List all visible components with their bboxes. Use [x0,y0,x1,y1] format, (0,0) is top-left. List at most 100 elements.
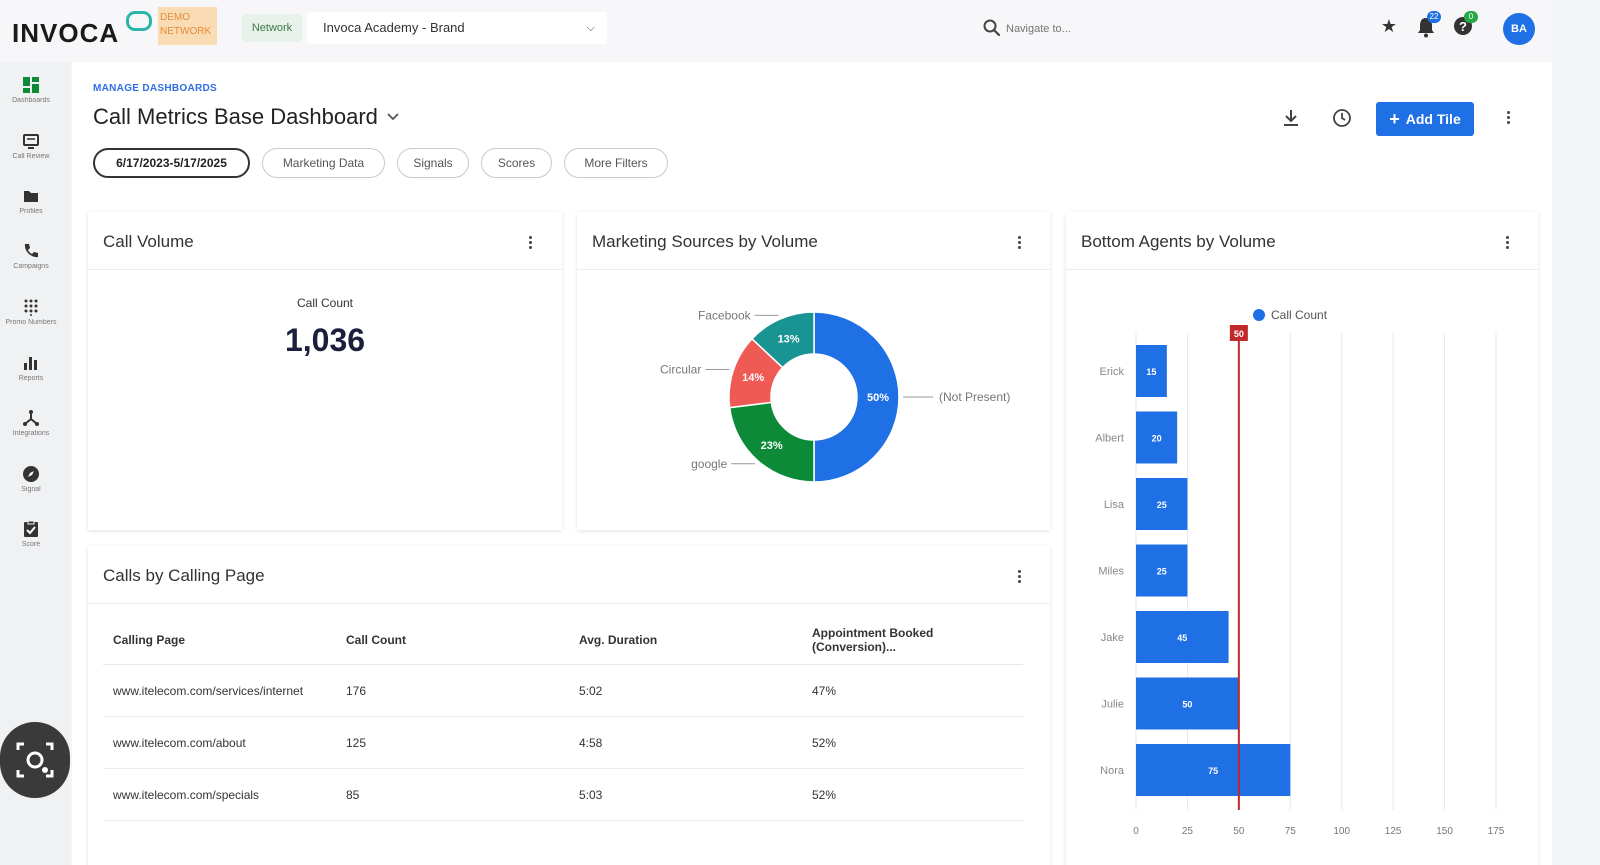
column-header-conversion[interactable]: Appointment Booked (Conversion)... [802,616,1023,665]
bar-erick[interactable] [1136,345,1167,397]
card-divider [88,269,562,270]
cell-conversion: 47% [802,664,1023,717]
donut-category-label: google [691,457,727,471]
cell-avg-duration: 5:02 [569,664,802,717]
filter-more-filters[interactable]: More Filters [564,148,668,178]
network-select[interactable]: Invoca Academy - Brand ⌵ [307,12,607,44]
sidebar-item-label: Score [21,541,41,548]
table-header-row: Calling Page Call Count Avg. Duration Ap… [103,616,1023,665]
x-tick-label: 25 [1182,826,1194,837]
sidebar-item-label: Integrations [12,430,50,437]
card-title: Bottom Agents by Volume [1081,232,1276,251]
table-row[interactable]: www.itelecom.com/about 125 4:58 52% [103,716,1023,769]
donut-slice-not-present[interactable] [813,311,900,483]
sidebar-item-signal[interactable]: Signal [0,465,62,513]
bar-lisa[interactable] [1136,478,1188,530]
marketing-sources-card: Marketing Sources by Volume 50% (Not Pres… [577,212,1050,530]
sidebar-item-campaigns[interactable]: Campaigns [0,242,62,290]
calls-by-page-table: Calling Page Call Count Avg. Duration Ap… [103,616,1023,821]
bar-jake[interactable] [1136,611,1229,663]
y-category-label: Erick [1100,366,1125,378]
reference-line-label: 50 [1234,329,1244,339]
x-tick-label: 75 [1285,826,1297,837]
cell-calling-page: www.itelecom.com/specials [103,768,336,821]
call-volume-card: Call Volume Call Count 1,036 [88,212,562,530]
bottom-agents-bar-chart: 0 25 50 75 100 125 150 175 Call Count 15 Erick 20 Al… [1095,308,1505,837]
download-icon[interactable] [1280,107,1302,129]
cell-avg-duration: 5:03 [569,768,802,821]
dashboard-more-menu-icon[interactable] [1503,109,1513,129]
filter-date-range[interactable]: 6/17/2023-5/17/2025 [93,148,250,178]
sidebar-item-score[interactable]: Score [0,520,62,568]
bar-value-label: 25 [1157,567,1167,577]
navigate-search-input[interactable] [1006,18,1186,40]
sidebar-item-label: Reports [18,375,44,382]
calls-by-page-card: Calls by Calling Page Calling Page Call … [88,546,1050,865]
card-title: Calls by Calling Page [103,566,265,585]
x-tick-label: 100 [1333,826,1350,837]
chevron-down-icon[interactable] [385,108,401,124]
donut-category-label: (Not Present) [939,390,1010,404]
bar-julie[interactable] [1136,677,1239,730]
marketing-sources-donut-chart: 50% (Not Present) 23% google 14% Circular 13% F… [660,308,1010,483]
legend-label: Call Count [1271,308,1328,322]
filter-signals[interactable]: Signals [397,148,469,178]
add-tile-label: Add Tile [1405,111,1461,127]
search-icon[interactable] [982,18,1002,38]
cell-call-count: 85 [336,768,569,821]
sidebar-item-label: Dashboards [12,97,50,104]
bar-chart-icon [24,357,37,370]
breadcrumb[interactable]: MANAGE DASHBOARDS [93,83,217,94]
card-more-menu-icon[interactable] [1014,568,1024,588]
clipboard-check-icon [24,520,38,537]
column-header-calling-page[interactable]: Calling Page [103,616,336,665]
filter-scores[interactable]: Scores [481,148,552,178]
sidebar-item-integrations[interactable]: Integrations [0,409,62,457]
filter-marketing-data[interactable]: Marketing Data [262,148,385,178]
metric-label: Call Count [296,296,354,310]
donut-category-label: Facebook [698,308,752,322]
sidebar-item-call-review[interactable]: Call Review [0,132,62,180]
help-badge: 0 [1464,11,1478,23]
main-content: MANAGE DASHBOARDS Call Metrics Base Dash… [72,62,1552,865]
table-row[interactable]: www.itelecom.com/services/internet 176 5… [103,664,1023,717]
y-category-label: Jake [1101,632,1124,644]
bar-nora[interactable] [1136,744,1291,796]
donut-value-label: 23% [761,440,783,452]
metric-value: 1,036 [284,322,366,358]
bar-miles[interactable] [1136,544,1188,597]
sidebar-item-dashboards[interactable]: Dashboards [0,76,62,124]
cell-calling-page: www.itelecom.com/services/internet [103,664,336,717]
sidebar-item-promo-numbers[interactable]: Promo Numbers [0,298,62,346]
sidebar-item-profiles[interactable]: Profiles [0,187,62,235]
legend-marker [1253,309,1265,321]
call-review-icon [23,134,39,149]
donut-slice-facebook[interactable] [750,311,815,369]
sidebar-item-reports[interactable]: Reports [0,354,62,402]
column-header-avg-duration[interactable]: Avg. Duration [569,616,802,665]
card-divider [88,603,1050,604]
donut-value-label: 13% [778,333,800,345]
add-tile-button[interactable]: + Add Tile [1376,102,1474,136]
user-avatar[interactable]: BA [1503,13,1535,45]
y-category-label: Miles [1098,566,1124,578]
table-row[interactable]: www.itelecom.com/specials 85 5:03 52% [103,768,1023,821]
cell-calling-page: www.itelecom.com/about [103,716,336,769]
card-more-menu-icon[interactable] [1502,234,1512,254]
bell-icon[interactable]: 22 [1415,11,1441,40]
keypad-icon [24,299,38,316]
reference-line-marker [1229,325,1248,341]
donut-category-label: Circular [660,362,701,376]
star-icon[interactable]: ★ [1380,16,1398,36]
card-divider [577,269,1050,270]
lens-icon [16,742,54,778]
clock-icon[interactable] [1331,107,1353,129]
card-more-menu-icon[interactable] [525,234,535,254]
card-more-menu-icon[interactable] [1014,234,1024,254]
screen-capture-button[interactable] [0,722,70,798]
bar-albert[interactable] [1136,411,1178,464]
invoca-logo[interactable]: INVOCA [12,18,120,48]
column-header-call-count[interactable]: Call Count [336,616,569,665]
help-icon[interactable]: ? 0 [1452,11,1478,40]
sidebar-item-label: Call Review [12,153,50,160]
